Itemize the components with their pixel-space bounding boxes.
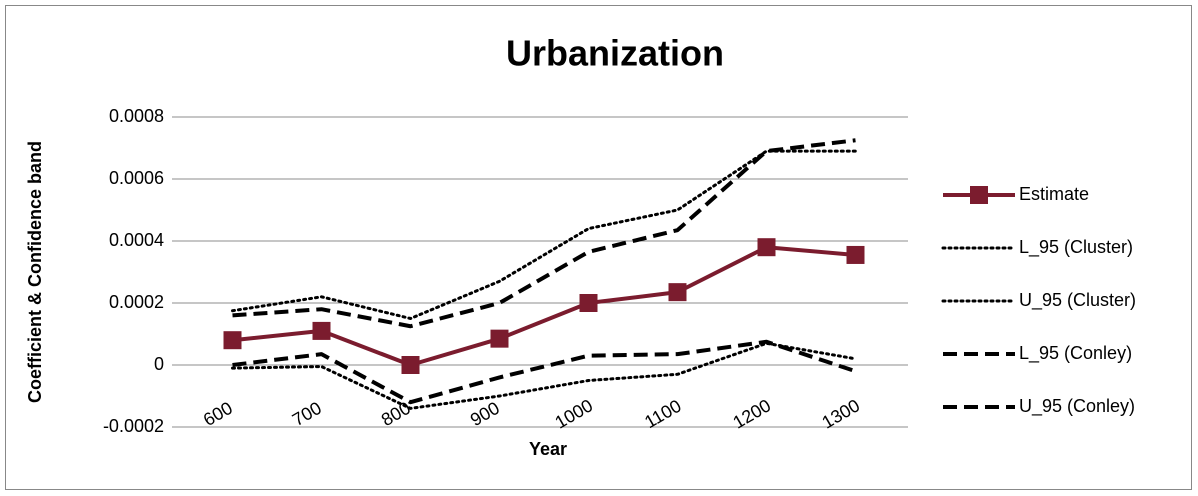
chart-title: Urbanization (506, 33, 724, 74)
y-tick-label: -0.0002 (103, 416, 164, 436)
marker (757, 238, 776, 257)
marker (401, 356, 420, 374)
y-tick-label: 0.0004 (109, 230, 164, 250)
legend-label: L_95 (Conley) (1019, 343, 1132, 364)
marker (223, 331, 242, 350)
series-line (232, 339, 857, 405)
legend-label: U_95 (Conley) (1019, 396, 1135, 417)
legend-label: Estimate (1019, 184, 1089, 204)
series-line (231, 341, 857, 410)
marker (846, 245, 865, 264)
legend-label: U_95 (Cluster) (1019, 290, 1136, 311)
marker (312, 321, 331, 340)
x-axis-label: Year (529, 439, 567, 459)
marker (668, 283, 687, 302)
marker (579, 294, 598, 312)
legend-label: L_95 (Cluster) (1019, 237, 1133, 258)
y-tick-label: 0.0002 (109, 292, 164, 312)
series-line (232, 245, 856, 367)
y-axis-label: Coefficient & Confidence band (25, 141, 45, 403)
legend-marker (970, 186, 988, 204)
y-tick-label: 0.0008 (109, 106, 164, 126)
series-line (231, 149, 857, 320)
y-tick-label: 0.0006 (109, 168, 164, 188)
marker (490, 329, 509, 348)
y-tick-label: 0 (154, 354, 164, 374)
series-line (232, 138, 856, 329)
